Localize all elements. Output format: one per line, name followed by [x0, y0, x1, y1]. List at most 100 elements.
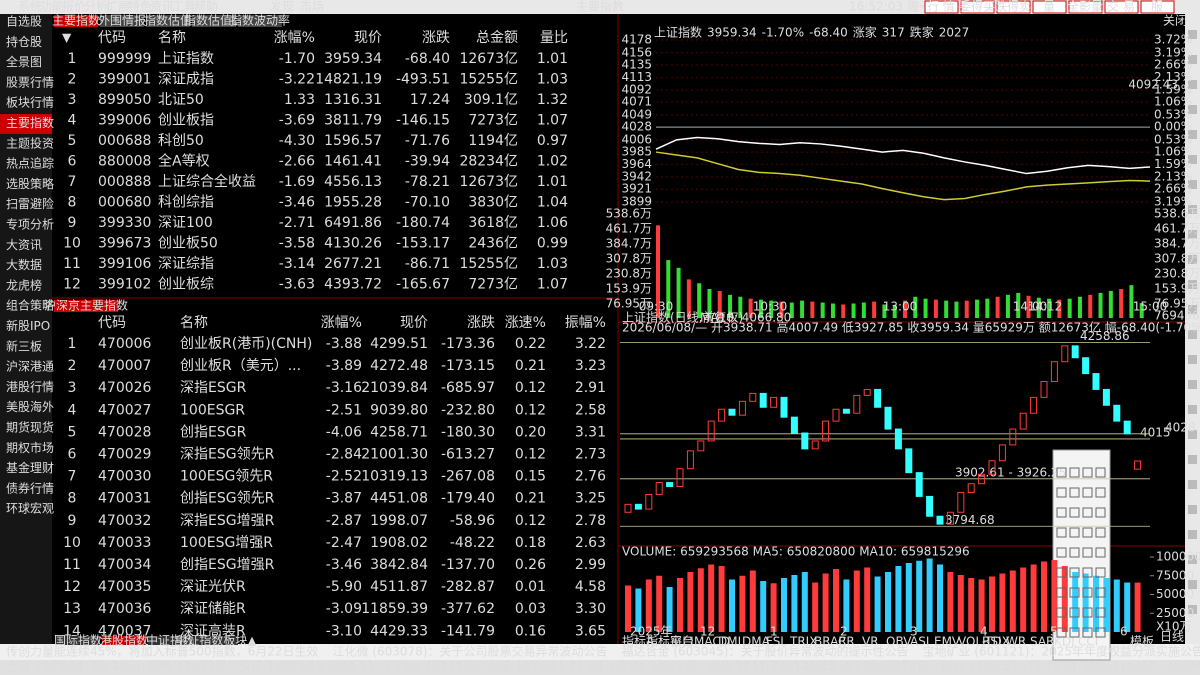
side-icon[interactable] [1188, 580, 1197, 589]
sidebar-item[interactable]: 主题投资 [6, 135, 54, 150]
column-header[interactable]: 代码 [98, 30, 126, 46]
top-button-label[interactable]: 全影量 [1067, 0, 1103, 14]
tool-icon[interactable] [1069, 527, 1080, 538]
close-label[interactable]: 关闭 [1163, 14, 1187, 28]
top-button[interactable] [1104, 0, 1139, 14]
bottom-tab[interactable] [56, 636, 100, 645]
sidebar-item[interactable]: 大资讯 [6, 238, 42, 252]
column-header[interactable]: 名称 [180, 315, 208, 331]
menu-item[interactable]: 帮助 [194, 0, 218, 14]
tool-icon[interactable] [1056, 627, 1067, 638]
sidebar-item[interactable]: 期货现货 [6, 420, 54, 435]
tool-icon[interactable] [1069, 487, 1080, 498]
menu-item[interactable]: 报价 [62, 0, 86, 14]
tool-icon[interactable] [1069, 627, 1080, 638]
tool-icon[interactable] [1095, 627, 1106, 638]
tool-icon[interactable] [1095, 507, 1106, 518]
column-header[interactable]: 量比 [540, 30, 568, 46]
bottom-tab-label[interactable]: 中证指数板块▲ [175, 633, 257, 648]
sidebar-item[interactable]: 自选股 [6, 15, 42, 29]
tool-icon[interactable] [1056, 587, 1067, 598]
side-icon[interactable] [1188, 555, 1197, 564]
top-button-label[interactable]: 交 易 [1107, 0, 1135, 14]
tool-icon[interactable] [1056, 487, 1067, 498]
menu-item[interactable]: 资讯 [150, 0, 174, 14]
side-icon[interactable] [1188, 430, 1197, 439]
tool-icon[interactable] [1082, 507, 1093, 518]
sidebar-item[interactable]: 持仓股 [6, 34, 42, 49]
tool-icon[interactable] [1056, 507, 1067, 518]
tool-icon[interactable] [1082, 567, 1093, 578]
top-button[interactable] [924, 0, 959, 14]
sidebar-item[interactable]: 全景图 [6, 54, 42, 69]
sidebar-item[interactable]: 扫雷避险 [6, 196, 54, 211]
indicator-tab[interactable]: VOL-TDX [958, 635, 1010, 649]
side-icon[interactable] [1188, 480, 1197, 489]
sidebar-item[interactable]: 股票行情 [6, 75, 54, 89]
ticker-item[interactable]: 江化微 (603078)：关于公司股票交易异常波动公告 [332, 644, 607, 659]
column-header[interactable]: 现价 [400, 315, 428, 331]
tool-icon[interactable] [1082, 487, 1093, 498]
indicator-tab[interactable]: ASI [910, 635, 929, 649]
top-button[interactable] [1068, 0, 1103, 14]
indicator-tab[interactable]: DMI [718, 635, 741, 649]
tool-icon[interactable] [1095, 527, 1106, 538]
indicator-tab[interactable]: 窗口 [670, 635, 694, 649]
indicator-tab[interactable]: RSI [982, 635, 1002, 649]
tool-icon[interactable] [1069, 587, 1080, 598]
tool-icon[interactable] [1082, 467, 1093, 478]
menu-item[interactable]: 功能 [40, 0, 64, 14]
indicator-tab[interactable]: TRIX [789, 635, 817, 649]
indicator-tab[interactable]: 模板 [1130, 635, 1154, 649]
indicator-tab[interactable]: FSL [766, 635, 787, 649]
tool-icon[interactable] [1082, 587, 1093, 598]
bottom-tab[interactable] [102, 636, 146, 645]
indicator-tab[interactable]: EMV [934, 635, 961, 649]
tab-label[interactable]: 指数波动率 [230, 13, 290, 28]
tool-icon[interactable] [1095, 587, 1106, 598]
column-header[interactable]: 总金额 [476, 30, 518, 46]
indicator-tab[interactable]: 指标平台 [646, 634, 694, 649]
side-icon[interactable] [1188, 105, 1197, 114]
top-button-label[interactable]: 委得买 [959, 0, 995, 14]
indicator-tab[interactable]: SAR [1030, 635, 1054, 649]
menu-item[interactable]: 分析 [84, 0, 108, 14]
tool-icon[interactable] [1056, 567, 1067, 578]
tab-label[interactable]: 主要指数 [52, 13, 100, 28]
ticker-item[interactable]: 福达合金 (603045)：关于股价异常波动的提示性公告 [621, 644, 908, 659]
indicator-tab[interactable]: WR [1006, 635, 1026, 649]
top-button[interactable] [996, 0, 1031, 14]
side-icon[interactable] [1188, 355, 1197, 364]
side-icon[interactable] [1188, 55, 1197, 64]
tab-label[interactable]: 指数估值比 [184, 13, 244, 28]
tool-icon[interactable] [1095, 487, 1106, 498]
side-icon[interactable] [1188, 405, 1197, 414]
sidebar-item[interactable]: 大数据 [6, 257, 42, 272]
sidebar-item[interactable]: 港股行情 [6, 380, 54, 394]
tool-icon[interactable] [1056, 527, 1067, 538]
tool-icon[interactable] [1082, 527, 1093, 538]
tab[interactable] [146, 15, 190, 27]
side-icon[interactable] [1188, 530, 1197, 539]
menu-item[interactable]: 系统 [18, 0, 42, 14]
indicator-tab[interactable]: CR [838, 635, 855, 649]
indicator-tab[interactable]: CCI [1078, 635, 1098, 649]
tool-icon[interactable] [1069, 567, 1080, 578]
top-link[interactable]: 发现 [270, 0, 294, 14]
sidebar-item[interactable]: 期权市场 [6, 440, 54, 455]
column-header[interactable]: 涨跌 [422, 30, 450, 46]
menu-item[interactable]: 工具 [172, 0, 196, 14]
tool-icon[interactable] [1056, 467, 1067, 478]
indicator-tab[interactable]: DMA [742, 635, 771, 649]
sidebar-item[interactable]: 组合策略 [6, 298, 54, 313]
bottom-tab[interactable] [148, 636, 192, 645]
sidebar-item[interactable]: 主要指数 [6, 115, 54, 130]
side-icon[interactable] [1188, 205, 1197, 214]
bottom-tab-label[interactable]: 国际指数 [54, 633, 102, 648]
bottom-tab-label[interactable]: 中证指数 [146, 633, 194, 648]
side-icon[interactable] [1188, 330, 1197, 339]
tab[interactable] [192, 15, 236, 27]
tab-label[interactable]: 指数估值 [144, 13, 192, 28]
side-icon[interactable] [1188, 380, 1197, 389]
column-header[interactable]: 名称 [158, 30, 186, 46]
